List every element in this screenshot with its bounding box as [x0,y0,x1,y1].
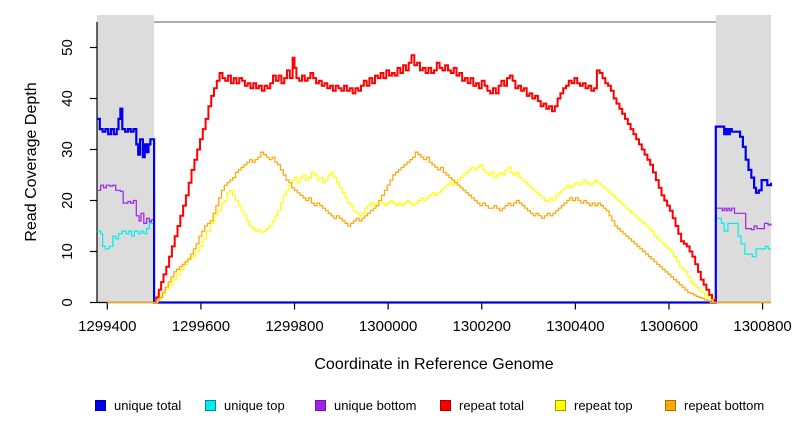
x-tick-label: 1300200 [453,318,511,335]
series-repeat-total [154,54,716,304]
legend-swatch-icon [205,400,216,411]
legend-label: unique bottom [334,398,417,413]
legend-label: repeat top [574,398,633,413]
series-unique-bottom [715,207,772,303]
x-tick-label: 1300600 [640,318,698,335]
legend-label: repeat bottom [684,398,765,413]
legend-swatch-icon [555,400,566,411]
legend-label: unique top [224,398,285,413]
x-tick-label: 1299800 [265,318,323,335]
legend-label: repeat total [459,398,525,413]
x-tick-label: 1299600 [172,318,230,335]
x-tick-label: 1299400 [78,318,136,335]
legend-swatch-icon [665,400,676,411]
series-unique-total [97,107,773,304]
series-unique-bottom [97,184,155,303]
x-axis-title: Coordinate in Reference Genome [314,356,554,373]
y-tick-label: 0 [59,298,76,306]
legend-label: unique total [114,398,182,413]
y-tick-label: 40 [59,90,76,107]
legend-item-unique-total: unique total [95,398,181,413]
legend: unique total unique top unique bottom repea… [0,398,792,418]
x-tick-label: 1300400 [546,318,604,335]
y-axis-title: Read Coverage Depth [23,82,40,242]
legend-item-repeat-top: repeat top [555,398,633,413]
legend-item-unique-top: unique top [205,398,285,413]
series-unique-top [97,220,155,303]
shaded-region [715,15,771,303]
y-tick-label: 10 [59,243,76,260]
series-repeat-top [154,164,714,304]
legend-item-unique-bottom: unique bottom [315,398,416,413]
x-tick-label: 1300000 [359,318,417,335]
y-tick-label: 30 [59,141,76,158]
legend-item-repeat-total: repeat total [440,398,524,413]
legend-swatch-icon [95,400,106,411]
x-tick-label: 1300800 [733,318,791,335]
series-unique-top [715,217,771,303]
series-repeat-bottom [107,151,771,304]
legend-swatch-icon [440,400,451,411]
legend-item-repeat-bottom: repeat bottom [665,398,764,413]
shaded-region [97,15,155,303]
y-tick-label: 50 [59,39,76,56]
y-tick-label: 20 [59,192,76,209]
legend-swatch-icon [315,400,326,411]
